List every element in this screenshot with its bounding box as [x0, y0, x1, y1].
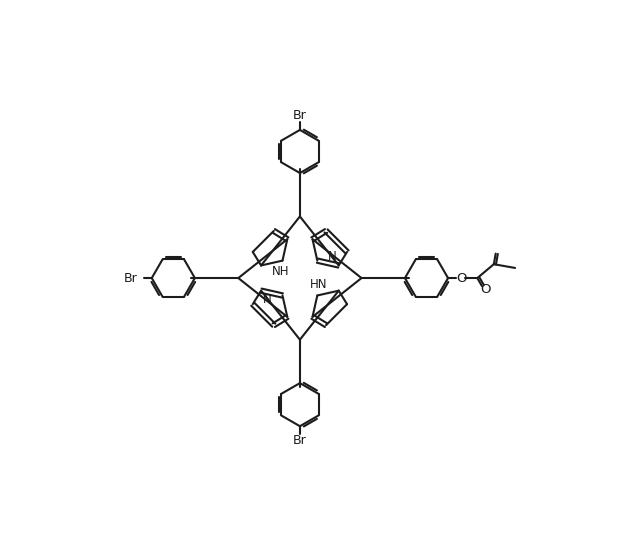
Text: Br: Br — [293, 434, 307, 447]
Text: Br: Br — [293, 109, 307, 122]
Text: N: N — [328, 250, 337, 263]
Text: O: O — [481, 283, 491, 296]
Text: HN: HN — [310, 278, 327, 291]
Text: Br: Br — [124, 272, 137, 285]
Text: N: N — [263, 293, 272, 306]
Text: NH: NH — [272, 265, 290, 278]
Text: O: O — [456, 272, 466, 285]
